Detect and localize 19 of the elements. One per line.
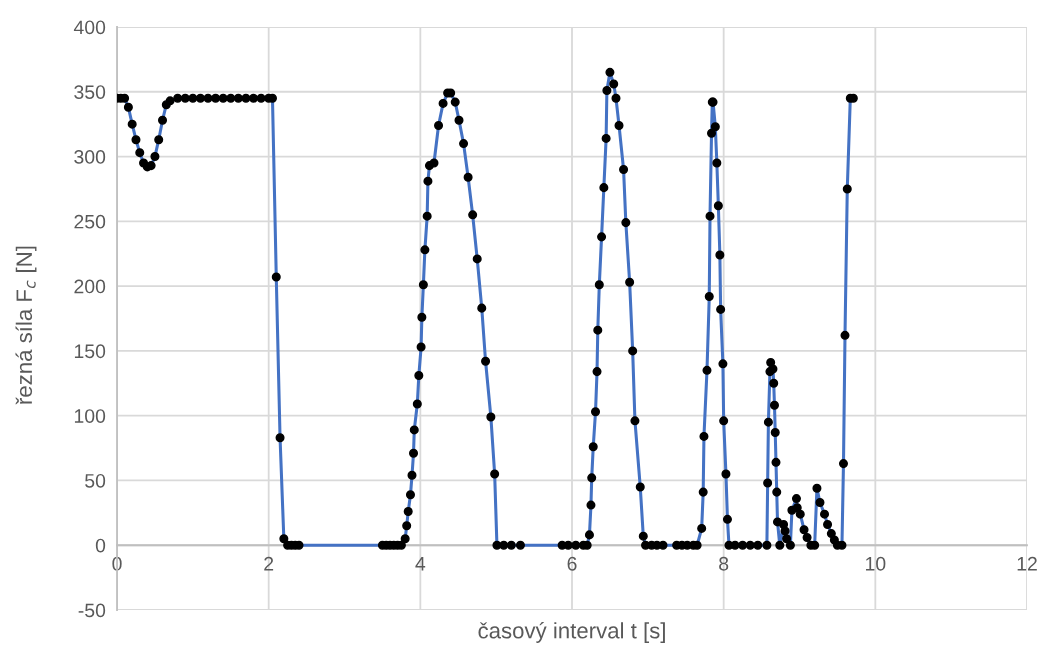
x-tick-label: 12: [1017, 556, 1037, 571]
x-tick-label: 6: [567, 556, 577, 571]
y-axis-title: řezná síla F$_{c}$ [N]: [15, 246, 37, 405]
y-tick-label: 100: [74, 409, 106, 423]
x-tick-label: 0: [112, 556, 122, 571]
y-tick-label: 250: [74, 214, 106, 229]
y-tick-label: 300: [74, 150, 106, 164]
x-axis-title: časový interval t [s]: [478, 621, 665, 643]
x-tick-label: 8: [719, 556, 729, 571]
y-tick-label: 350: [74, 85, 106, 99]
y-tick-label: 400: [73, 20, 106, 35]
y-tick-label: 200: [74, 279, 106, 294]
x-tick-label: 10: [866, 556, 886, 571]
y-tick-label: -50: [78, 603, 106, 618]
y-tick-label: 50: [85, 473, 106, 488]
x-tick-label: 4: [415, 557, 426, 571]
x-tick-label: 2: [264, 556, 274, 571]
y-tick-label: 0: [95, 538, 106, 553]
y-tick-label: 150: [74, 344, 106, 359]
